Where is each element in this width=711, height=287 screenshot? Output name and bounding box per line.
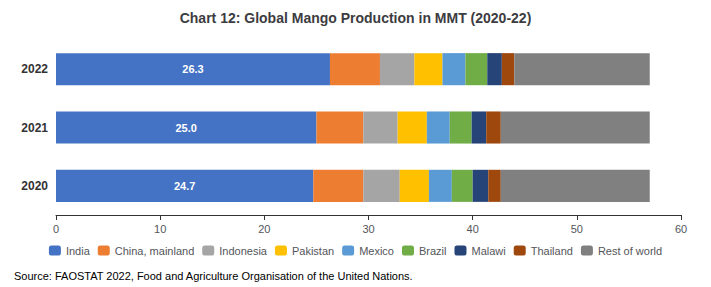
svg-text:10: 10 [154,223,166,235]
svg-text:Malawi: Malawi [471,245,505,257]
svg-text:24.7: 24.7 [174,180,195,192]
svg-text:Pakistan: Pakistan [292,245,334,257]
svg-text:25.0: 25.0 [175,122,196,134]
svg-text:60: 60 [675,223,687,235]
svg-text:2020: 2020 [21,179,48,193]
svg-text:30: 30 [362,223,374,235]
svg-text:Source: FAOSTAT 2022, Food and: Source: FAOSTAT 2022, Food and Agricultu… [14,270,413,282]
svg-text:India: India [66,245,91,257]
svg-text:0: 0 [53,223,59,235]
svg-text:50: 50 [571,223,583,235]
svg-text:Mexico: Mexico [359,245,394,257]
svg-text:Rest of world: Rest of world [598,245,662,257]
svg-text:2021: 2021 [21,121,48,135]
svg-text:Brazil: Brazil [419,245,447,257]
svg-text:Chart 12: Global Mango Product: Chart 12: Global Mango Production in MMT… [180,10,532,26]
svg-text:Indonesia: Indonesia [219,245,268,257]
svg-text:26.3: 26.3 [182,63,203,75]
svg-text:2022: 2022 [21,62,48,76]
svg-text:China, mainland: China, mainland [115,245,195,257]
svg-text:20: 20 [258,223,270,235]
svg-text:Thailand: Thailand [531,245,573,257]
svg-text:40: 40 [467,223,479,235]
